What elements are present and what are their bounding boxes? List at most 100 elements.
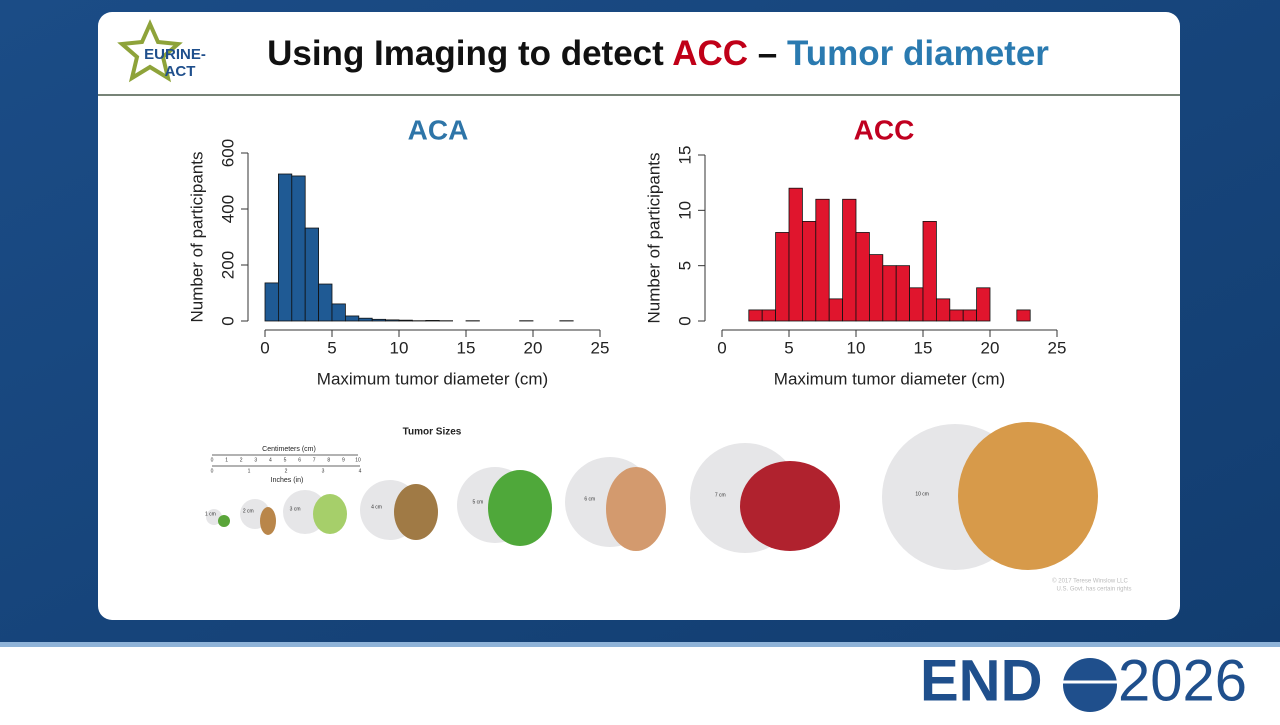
x-tick-label: 5 (784, 338, 793, 357)
y-axis-label: Number of participants (187, 151, 206, 322)
size-label: 1 cm (205, 511, 216, 517)
title-part: Using Imaging to detect (267, 34, 664, 73)
ruler-label: Centimeters (cm) (262, 446, 316, 453)
bar (399, 320, 412, 321)
bar (856, 232, 869, 321)
footer-logo: END (920, 648, 1042, 713)
x-tick-label: 25 (591, 338, 610, 357)
bar (936, 299, 949, 321)
ruler-number: 6 (298, 457, 301, 463)
size-label: 4 cm (371, 504, 382, 510)
x-tick-label: 25 (1048, 338, 1067, 357)
x-tick-label: 5 (327, 338, 336, 357)
y-tick-label: 400 (218, 195, 237, 223)
bar (869, 255, 882, 321)
grape (313, 494, 347, 534)
ruler-number: 9 (342, 457, 345, 463)
size-label: 10 cm (915, 491, 929, 497)
copyright: © 2017 Terese Winslow LLC (1052, 578, 1128, 585)
x-tick-label: 20 (524, 338, 543, 357)
bar (963, 310, 976, 321)
pea (218, 515, 230, 527)
ruler-number: 0 (211, 457, 214, 463)
y-tick-label: 0 (675, 316, 694, 325)
title-part: Tumor diameter (787, 34, 1049, 73)
bar (332, 304, 345, 321)
divider (0, 642, 1280, 647)
ruler-number: 2 (240, 457, 243, 463)
y-tick-label: 200 (218, 251, 237, 279)
ruler-number: 2 (285, 468, 288, 474)
bar (426, 320, 439, 321)
copyright: U.S. Govt. has certain rights (1056, 587, 1131, 593)
y-axis-label: Number of participants (644, 152, 663, 323)
footer-logo: 2026 (1118, 648, 1247, 713)
bar (883, 266, 896, 321)
bar (910, 288, 923, 321)
ruler-number: 10 (355, 457, 361, 463)
ruler-number: 7 (313, 457, 316, 463)
bar (372, 319, 385, 321)
footer-globe (1063, 658, 1117, 712)
bar (345, 316, 358, 321)
y-tick-label: 15 (675, 146, 694, 165)
x-tick-label: 10 (390, 338, 409, 357)
bar (977, 288, 990, 321)
bar (896, 266, 909, 321)
bar (789, 188, 802, 321)
x-tick-label: 20 (981, 338, 1000, 357)
bar (359, 318, 372, 321)
bar (762, 310, 775, 321)
y-tick-label: 10 (675, 201, 694, 220)
bar (923, 221, 936, 321)
x-axis-label: Maximum tumor diameter (cm) (774, 369, 1005, 388)
walnut (394, 484, 438, 540)
bar (278, 174, 291, 321)
title-part: – (758, 34, 777, 73)
almond (260, 507, 276, 535)
ruler-number: 4 (359, 468, 362, 474)
size-label: 5 cm (472, 499, 483, 505)
illustration-title: Tumor Sizes (403, 427, 462, 438)
x-axis-label: Maximum tumor diameter (cm) (317, 369, 548, 388)
bar (950, 310, 963, 321)
ruler-number: 1 (248, 468, 251, 474)
bar (319, 284, 332, 321)
bar (802, 221, 815, 321)
egg (606, 467, 666, 551)
bar (305, 228, 318, 321)
x-tick-label: 10 (847, 338, 866, 357)
ruler-label: Inches (in) (271, 477, 304, 484)
logo-text: ACT (165, 63, 196, 80)
ruler-number: 8 (327, 457, 330, 463)
slide-title: Using Imaging to detect ACC – Tumor diam… (267, 34, 1049, 73)
chart-title: ACC (854, 114, 915, 145)
ruler-number: 3 (322, 468, 325, 474)
bar (265, 283, 278, 321)
bar (816, 199, 829, 321)
y-tick-label: 600 (218, 139, 237, 167)
bar (1017, 310, 1030, 321)
ruler-number: 4 (269, 457, 272, 463)
x-tick-label: 0 (260, 338, 269, 357)
bar (776, 232, 789, 321)
x-tick-label: 15 (914, 338, 933, 357)
bar (749, 310, 762, 321)
peach (740, 461, 840, 551)
ruler-number: 0 (211, 468, 214, 474)
grapefruit (958, 422, 1098, 570)
chart-title: ACA (408, 114, 469, 145)
bar (292, 176, 305, 321)
y-tick-label: 0 (218, 316, 237, 325)
size-label: 3 cm (290, 506, 301, 512)
ruler-number: 5 (284, 457, 287, 463)
title-part: ACC (672, 34, 748, 73)
bar (829, 299, 842, 321)
y-tick-label: 5 (675, 261, 694, 270)
bar (843, 199, 856, 321)
size-label: 2 cm (243, 508, 254, 514)
ruler-number: 3 (254, 457, 257, 463)
ruler-number: 1 (225, 457, 228, 463)
